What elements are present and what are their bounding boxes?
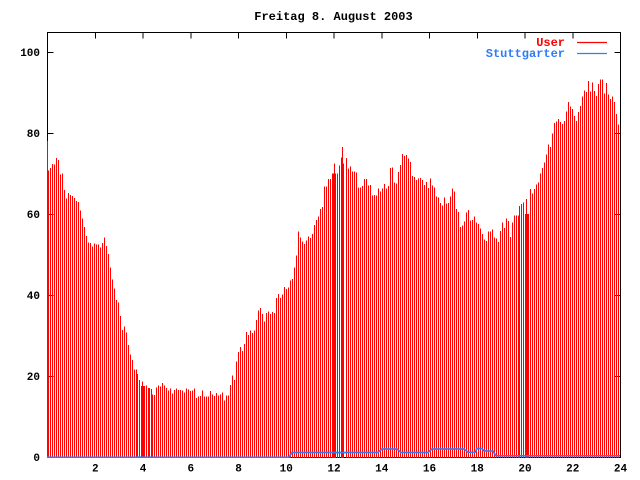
svg-text:Stuttgarter: Stuttgarter [486,47,565,61]
svg-text:Freitag 8. August 2003: Freitag 8. August 2003 [254,10,412,24]
svg-text:14: 14 [375,464,389,476]
svg-text:60: 60 [27,210,40,222]
svg-text:6: 6 [187,464,194,476]
svg-text:User: User [536,36,565,50]
svg-text:4: 4 [140,464,147,476]
svg-text:20: 20 [27,372,40,384]
svg-text:40: 40 [27,291,40,303]
svg-text:0: 0 [33,453,40,465]
svg-text:8: 8 [235,464,242,476]
svg-text:18: 18 [471,464,485,476]
svg-text:22: 22 [566,464,579,476]
svg-text:16: 16 [423,464,436,476]
svg-text:24: 24 [614,464,628,476]
svg-text:20: 20 [518,464,531,476]
svg-text:2: 2 [92,464,99,476]
svg-text:80: 80 [27,129,40,141]
svg-text:12: 12 [327,464,340,476]
svg-text:100: 100 [20,48,40,60]
svg-text:10: 10 [280,464,293,476]
